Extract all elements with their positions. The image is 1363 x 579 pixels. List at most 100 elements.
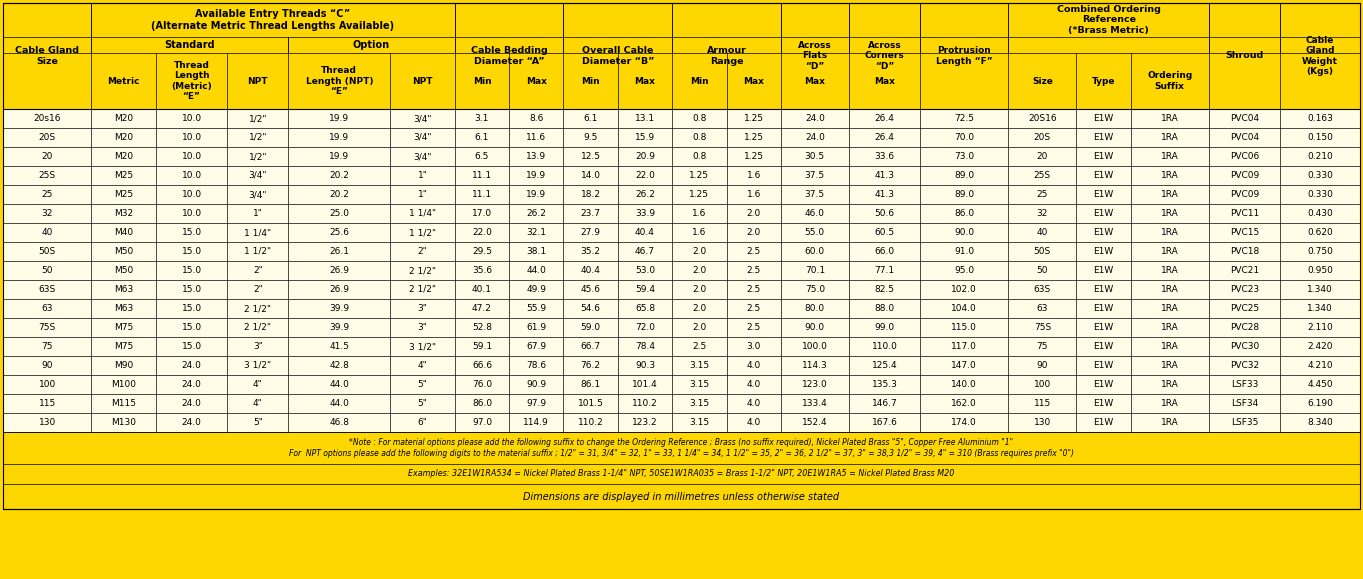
Text: 2": 2"	[254, 266, 263, 275]
Text: 39.9: 39.9	[330, 323, 349, 332]
Text: 32.1: 32.1	[526, 228, 547, 237]
Text: 5": 5"	[252, 418, 263, 427]
Text: 90.0: 90.0	[954, 228, 975, 237]
Text: 44.0: 44.0	[526, 266, 547, 275]
Text: Min: Min	[582, 76, 600, 86]
Text: 101.5: 101.5	[578, 399, 604, 408]
Text: 20S: 20S	[1035, 133, 1051, 142]
Text: Metric: Metric	[108, 76, 140, 86]
Text: 1.25: 1.25	[744, 152, 763, 161]
Text: 4.0: 4.0	[747, 418, 761, 427]
Text: LSF33: LSF33	[1231, 380, 1258, 389]
Text: 90: 90	[1037, 361, 1048, 370]
Text: 24.0: 24.0	[181, 399, 202, 408]
Text: 115: 115	[1033, 399, 1051, 408]
Text: PVC23: PVC23	[1229, 285, 1259, 294]
Text: 49.9: 49.9	[526, 285, 547, 294]
Text: 77.1: 77.1	[875, 266, 894, 275]
Text: 1 1/4": 1 1/4"	[409, 209, 436, 218]
Text: 8.6: 8.6	[529, 114, 544, 123]
Text: 59.4: 59.4	[635, 285, 656, 294]
Text: 4": 4"	[417, 361, 428, 370]
Text: 97.9: 97.9	[526, 399, 547, 408]
Text: 19.9: 19.9	[526, 171, 547, 180]
Text: 4.0: 4.0	[747, 361, 761, 370]
Text: 86.0: 86.0	[472, 399, 492, 408]
Text: 1.6: 1.6	[747, 171, 761, 180]
Text: 66.6: 66.6	[472, 361, 492, 370]
Text: 6": 6"	[417, 418, 428, 427]
Text: 6.190: 6.190	[1307, 399, 1333, 408]
Text: 75: 75	[1037, 342, 1048, 351]
Bar	[3, 109, 1360, 432]
Text: 41.3: 41.3	[875, 190, 894, 199]
Text: 76.2: 76.2	[581, 361, 601, 370]
Text: 2.5: 2.5	[747, 304, 761, 313]
Text: 2.0: 2.0	[692, 247, 706, 256]
Text: 0.430: 0.430	[1307, 209, 1333, 218]
Text: E1W: E1W	[1093, 304, 1114, 313]
Text: Across
Corners
“D”: Across Corners “D”	[864, 41, 904, 71]
Text: 54.6: 54.6	[581, 304, 601, 313]
Text: 3": 3"	[252, 342, 263, 351]
Text: 97.0: 97.0	[472, 418, 492, 427]
Text: 11.1: 11.1	[472, 190, 492, 199]
Text: 1 1/4": 1 1/4"	[244, 228, 271, 237]
Text: 101.4: 101.4	[632, 380, 658, 389]
Text: 100: 100	[38, 380, 56, 389]
Text: 41.3: 41.3	[875, 171, 894, 180]
Text: NPT: NPT	[412, 76, 432, 86]
Text: 25: 25	[41, 190, 53, 199]
Text: 30.5: 30.5	[804, 152, 825, 161]
Text: 1RA: 1RA	[1161, 304, 1179, 313]
Text: E1W: E1W	[1093, 361, 1114, 370]
Text: 1.6: 1.6	[692, 228, 706, 237]
Text: 0.8: 0.8	[692, 114, 706, 123]
Text: 66.0: 66.0	[875, 247, 894, 256]
Text: Max: Max	[635, 76, 656, 86]
Text: 52.8: 52.8	[472, 323, 492, 332]
Text: 1RA: 1RA	[1161, 133, 1179, 142]
Text: 3.1: 3.1	[474, 114, 489, 123]
Text: PVC11: PVC11	[1229, 209, 1259, 218]
Text: E1W: E1W	[1093, 152, 1114, 161]
Text: 14.0: 14.0	[581, 171, 601, 180]
Text: 0.950: 0.950	[1307, 266, 1333, 275]
Text: 9.5: 9.5	[583, 133, 598, 142]
Text: PVC30: PVC30	[1229, 342, 1259, 351]
Text: 11.6: 11.6	[526, 133, 547, 142]
Text: E1W: E1W	[1093, 133, 1114, 142]
Text: 44.0: 44.0	[330, 380, 349, 389]
Text: 1RA: 1RA	[1161, 342, 1179, 351]
Text: 1RA: 1RA	[1161, 114, 1179, 123]
Text: M50: M50	[114, 266, 134, 275]
Text: 44.0: 44.0	[330, 399, 349, 408]
Text: M25: M25	[114, 171, 134, 180]
Text: Available Entry Threads “C”
(Alternate Metric Thread Lengths Available): Available Entry Threads “C” (Alternate M…	[151, 9, 395, 31]
Text: 23.7: 23.7	[581, 209, 601, 218]
Text: 140.0: 140.0	[951, 380, 977, 389]
Text: 65.8: 65.8	[635, 304, 656, 313]
Text: PVC21: PVC21	[1229, 266, 1259, 275]
Text: 8.340: 8.340	[1307, 418, 1333, 427]
Text: 72.5: 72.5	[954, 114, 975, 123]
Text: 89.0: 89.0	[954, 171, 975, 180]
Text: 70.0: 70.0	[954, 133, 975, 142]
Text: 20s16: 20s16	[34, 114, 61, 123]
Text: Thread
Length (NPT)
“E”: Thread Length (NPT) “E”	[305, 66, 373, 96]
Text: 110.2: 110.2	[578, 418, 604, 427]
Text: 6.1: 6.1	[474, 133, 489, 142]
Text: 3": 3"	[417, 304, 428, 313]
Text: 20S: 20S	[38, 133, 56, 142]
Text: 25: 25	[1037, 190, 1048, 199]
Text: 33.9: 33.9	[635, 209, 656, 218]
Text: Size: Size	[1032, 76, 1052, 86]
Text: 1RA: 1RA	[1161, 380, 1179, 389]
Text: E1W: E1W	[1093, 190, 1114, 199]
Text: 22.0: 22.0	[472, 228, 492, 237]
Text: Min: Min	[690, 76, 709, 86]
Text: 75.0: 75.0	[804, 285, 825, 294]
Text: 6.5: 6.5	[474, 152, 489, 161]
Text: 3.0: 3.0	[747, 342, 761, 351]
Text: 2.0: 2.0	[747, 228, 761, 237]
